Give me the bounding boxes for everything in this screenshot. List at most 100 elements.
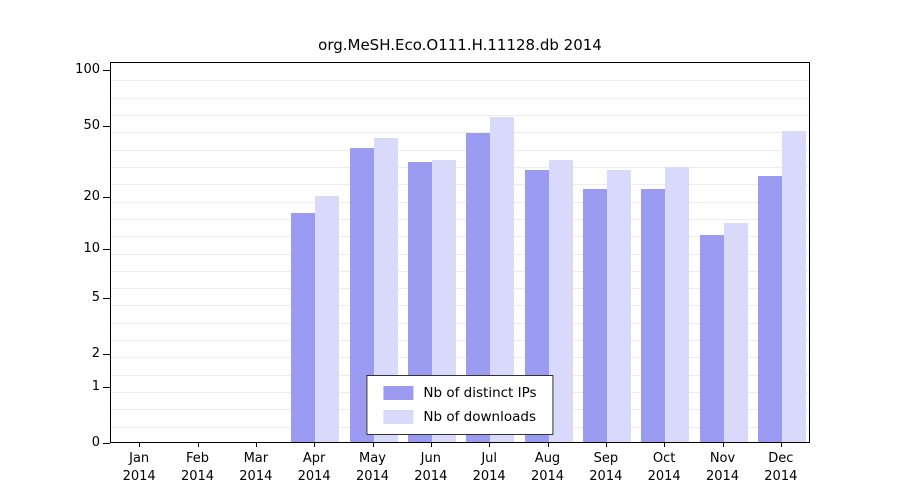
x-tick-year: 2014 xyxy=(530,468,565,484)
x-tick-label-sep: Sep 2014 xyxy=(576,450,636,485)
x-tick-month: Jan xyxy=(129,451,150,466)
x-tick-mark xyxy=(489,443,491,447)
gridline xyxy=(111,357,809,359)
x-tick-mark xyxy=(255,443,257,447)
legend-label-downloads: Nb of downloads xyxy=(423,409,536,425)
bar-oct-distinct-ips xyxy=(641,188,666,442)
x-tick-label-dec: Dec 2014 xyxy=(751,450,811,485)
y-tick-mark xyxy=(103,354,110,356)
gridline xyxy=(111,201,809,203)
legend-swatch-downloads xyxy=(383,410,414,424)
y-tick-label-50: 50 xyxy=(83,117,100,133)
bar-apr-downloads xyxy=(315,196,340,442)
legend: Nb of distinct IPs Nb of downloads xyxy=(366,375,554,435)
y-tick-mark xyxy=(103,249,110,251)
gridline xyxy=(111,236,809,238)
y-tick-label-0: 0 xyxy=(91,435,100,450)
bar-nov-downloads xyxy=(723,223,748,442)
x-tick-year: 2014 xyxy=(764,468,798,484)
plot-area: Nb of distinct IPs Nb of downloads xyxy=(110,62,810,443)
x-tick-year: 2014 xyxy=(180,468,215,484)
x-tick-label-aug: Aug 2014 xyxy=(518,450,578,485)
x-tick-month: Nov xyxy=(709,451,736,466)
x-tick-year: 2014 xyxy=(355,468,390,484)
x-tick-month: Feb xyxy=(185,451,210,466)
y-tick-label-2: 2 xyxy=(91,346,100,362)
x-tick-year: 2014 xyxy=(705,468,740,484)
bar-dec-distinct-ips xyxy=(757,175,782,442)
gridline xyxy=(111,149,809,151)
gridline xyxy=(111,340,809,342)
legend-item-downloads: Nb of downloads xyxy=(383,409,536,425)
x-tick-label-feb: Feb 2014 xyxy=(168,450,228,485)
x-tick-month: Jul xyxy=(481,451,497,466)
x-tick-mark xyxy=(197,443,199,447)
x-tick-label-mar: Mar 2014 xyxy=(226,450,286,485)
x-tick-label-nov: Nov 2014 xyxy=(693,450,753,485)
x-tick-mark xyxy=(605,443,607,447)
gridline xyxy=(111,132,809,134)
x-tick-mark xyxy=(664,443,666,447)
gridline xyxy=(111,270,809,272)
x-tick-year: 2014 xyxy=(414,468,448,484)
bar-sep-downloads xyxy=(606,170,631,442)
x-tick-month: May xyxy=(359,451,386,466)
x-tick-year: 2014 xyxy=(122,468,156,484)
y-tick-label-20: 20 xyxy=(83,189,100,205)
bar-oct-downloads xyxy=(665,167,690,442)
x-tick-mark xyxy=(547,443,549,447)
y-tick-label-5: 5 xyxy=(91,290,100,306)
x-tick-month: Mar xyxy=(243,451,269,466)
y-tick-mark xyxy=(103,443,110,444)
x-tick-year: 2014 xyxy=(239,468,273,484)
bar-sep-distinct-ips xyxy=(582,188,607,442)
bar-apr-distinct-ips xyxy=(291,213,316,442)
x-tick-label-jun: Jun 2014 xyxy=(401,450,461,485)
x-tick-label-may: May 2014 xyxy=(343,450,403,485)
x-tick-year: 2014 xyxy=(472,468,506,484)
x-tick-year: 2014 xyxy=(589,468,623,484)
x-tick-mark xyxy=(780,443,782,447)
x-tick-mark xyxy=(430,443,432,447)
gridline xyxy=(111,80,809,82)
x-tick-month: Sep xyxy=(593,451,619,466)
x-tick-label-jan: Jan 2014 xyxy=(109,450,169,485)
x-tick-month: Oct xyxy=(652,451,676,466)
x-tick-month: Dec xyxy=(768,451,794,466)
gridline xyxy=(111,97,809,99)
y-tick-label-1: 1 xyxy=(91,379,100,395)
gridline xyxy=(111,114,809,116)
gridline xyxy=(111,288,809,290)
x-tick-year: 2014 xyxy=(297,468,331,484)
chart-title: org.MeSH.Eco.O111.H.11128.db 2014 xyxy=(318,36,602,54)
legend-item-distinct-ips: Nb of distinct IPs xyxy=(383,385,537,401)
x-tick-month: Jun xyxy=(420,451,441,466)
y-tick-label-100: 100 xyxy=(75,62,100,78)
gridline xyxy=(111,184,809,186)
legend-swatch-distinct-ips xyxy=(383,386,414,400)
x-tick-year: 2014 xyxy=(647,468,681,484)
gridline xyxy=(111,253,809,255)
y-tick-mark xyxy=(103,125,110,127)
y-tick-label-10: 10 xyxy=(83,241,100,257)
x-tick-mark xyxy=(722,443,724,447)
gridline xyxy=(111,305,809,307)
x-tick-mark xyxy=(372,443,374,447)
y-tick-mark xyxy=(103,70,110,72)
gridline xyxy=(111,166,809,168)
x-tick-label-apr: Apr 2014 xyxy=(284,450,344,485)
x-tick-label-jul: Jul 2014 xyxy=(459,450,519,485)
y-tick-mark xyxy=(103,197,110,199)
x-tick-month: Aug xyxy=(534,451,561,466)
x-tick-mark xyxy=(139,443,141,447)
gridline xyxy=(111,218,809,220)
legend-label-distinct-ips: Nb of distinct IPs xyxy=(423,385,537,401)
x-tick-label-oct: Oct 2014 xyxy=(634,450,694,485)
gridline xyxy=(111,322,809,324)
bar-nov-distinct-ips xyxy=(699,234,724,442)
bar-dec-downloads xyxy=(781,131,806,442)
x-tick-month: Apr xyxy=(302,451,326,466)
x-tick-mark xyxy=(314,443,316,447)
y-tick-mark xyxy=(103,298,110,300)
